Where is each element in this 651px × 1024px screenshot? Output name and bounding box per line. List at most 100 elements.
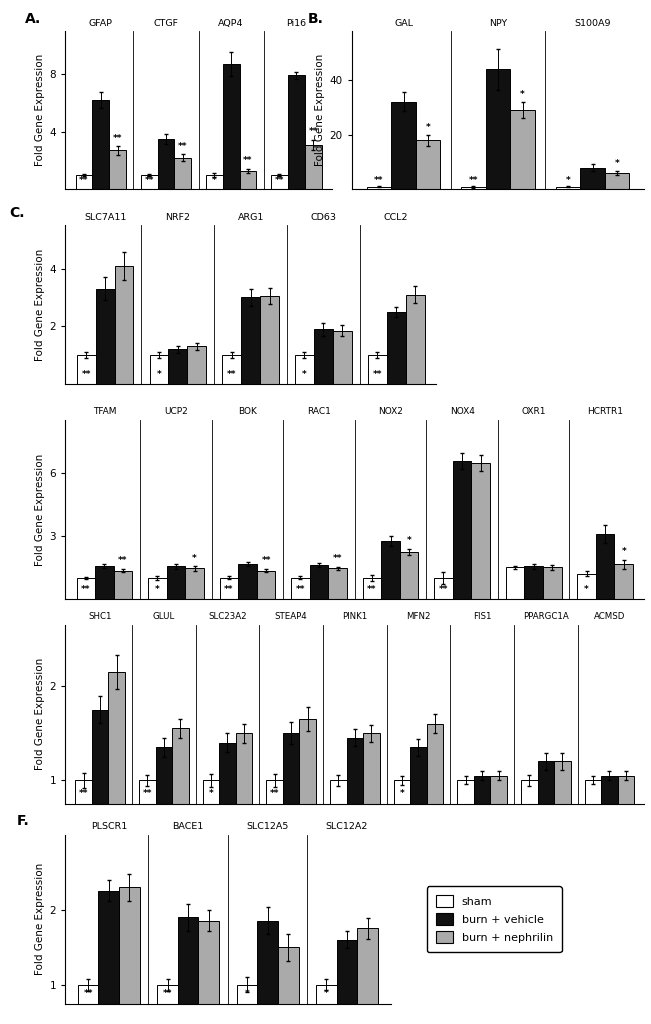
- Text: SLC23A2: SLC23A2: [208, 612, 247, 621]
- Text: STEAP4: STEAP4: [275, 612, 307, 621]
- Bar: [139, 780, 156, 804]
- Text: *: *: [155, 585, 159, 594]
- Text: *: *: [192, 554, 197, 563]
- Y-axis label: Fold Gene Expression: Fold Gene Expression: [35, 658, 46, 770]
- Bar: [219, 578, 238, 599]
- Text: *: *: [212, 176, 217, 184]
- Text: **: **: [309, 127, 318, 136]
- Text: *: *: [566, 176, 570, 184]
- Bar: [596, 534, 615, 599]
- Bar: [109, 672, 125, 804]
- Bar: [115, 265, 133, 384]
- Bar: [172, 728, 189, 804]
- Text: *: *: [584, 585, 589, 594]
- Text: FIS1: FIS1: [473, 612, 492, 621]
- Text: HCRTR1: HCRTR1: [587, 408, 623, 417]
- Text: ACMSD: ACMSD: [594, 612, 625, 621]
- Text: **: **: [224, 585, 234, 594]
- Text: OXR1: OXR1: [521, 408, 546, 417]
- Y-axis label: Fold Gene Expression: Fold Gene Expression: [315, 54, 326, 166]
- Bar: [222, 355, 241, 384]
- Bar: [391, 101, 416, 189]
- Text: *: *: [426, 123, 430, 131]
- Text: *: *: [324, 989, 329, 998]
- Bar: [510, 111, 535, 189]
- Bar: [330, 780, 346, 804]
- Bar: [76, 780, 92, 804]
- Bar: [538, 762, 554, 804]
- Bar: [615, 564, 633, 599]
- Bar: [141, 175, 158, 189]
- Text: CD63: CD63: [311, 213, 337, 222]
- Bar: [363, 733, 380, 804]
- Bar: [109, 151, 126, 189]
- Text: **: **: [372, 371, 382, 379]
- Bar: [316, 985, 337, 1004]
- Bar: [305, 144, 322, 189]
- Text: Pi16: Pi16: [286, 18, 306, 28]
- Text: GFAP: GFAP: [89, 18, 113, 28]
- Bar: [240, 171, 256, 189]
- Bar: [92, 710, 109, 804]
- Text: RAC1: RAC1: [307, 408, 331, 417]
- Text: **: **: [83, 989, 93, 998]
- Bar: [96, 289, 115, 384]
- Bar: [260, 296, 279, 384]
- Bar: [187, 346, 206, 384]
- Bar: [580, 168, 605, 189]
- Bar: [554, 762, 571, 804]
- Y-axis label: Fold Gene Expression: Fold Gene Expression: [35, 863, 46, 975]
- Text: **: **: [296, 585, 305, 594]
- Bar: [381, 541, 400, 599]
- Text: *: *: [407, 537, 411, 545]
- Text: **: **: [227, 371, 236, 379]
- Bar: [158, 139, 174, 189]
- Bar: [394, 780, 410, 804]
- Bar: [199, 921, 219, 1004]
- Text: NPY: NPY: [489, 18, 507, 28]
- Bar: [521, 780, 538, 804]
- Text: **: **: [374, 176, 383, 184]
- Text: **: **: [79, 790, 89, 799]
- Bar: [299, 719, 316, 804]
- Text: **: **: [439, 585, 449, 594]
- Text: B.: B.: [308, 11, 324, 26]
- Text: **: **: [469, 176, 478, 184]
- Bar: [186, 568, 204, 599]
- Text: BACE1: BACE1: [173, 822, 204, 831]
- Text: CCL2: CCL2: [384, 213, 408, 222]
- Bar: [367, 186, 391, 189]
- Text: GLUL: GLUL: [153, 612, 175, 621]
- Text: CTGF: CTGF: [154, 18, 178, 28]
- Bar: [241, 297, 260, 384]
- Text: SLC12A2: SLC12A2: [326, 822, 368, 831]
- Text: *: *: [157, 371, 161, 379]
- Text: *: *: [615, 159, 620, 168]
- Bar: [400, 552, 419, 599]
- Bar: [174, 158, 191, 189]
- Bar: [461, 186, 486, 189]
- Text: **: **: [243, 157, 253, 165]
- Bar: [524, 566, 543, 599]
- Bar: [556, 186, 580, 189]
- Text: **: **: [81, 585, 90, 594]
- Text: NRF2: NRF2: [165, 213, 190, 222]
- Text: **: **: [275, 176, 284, 184]
- Bar: [283, 733, 299, 804]
- Text: A.: A.: [25, 11, 41, 26]
- Bar: [453, 461, 471, 599]
- Bar: [490, 775, 507, 804]
- Bar: [257, 921, 278, 1004]
- Text: F.: F.: [16, 814, 29, 828]
- Text: ARG1: ARG1: [238, 213, 264, 222]
- Text: UCP2: UCP2: [164, 408, 188, 417]
- Bar: [543, 567, 562, 599]
- Text: **: **: [118, 556, 128, 565]
- Text: *: *: [302, 371, 307, 379]
- Text: **: **: [113, 134, 122, 143]
- Bar: [486, 69, 510, 189]
- Bar: [266, 780, 283, 804]
- Bar: [314, 329, 333, 384]
- Text: **: **: [261, 556, 271, 565]
- Bar: [95, 566, 114, 599]
